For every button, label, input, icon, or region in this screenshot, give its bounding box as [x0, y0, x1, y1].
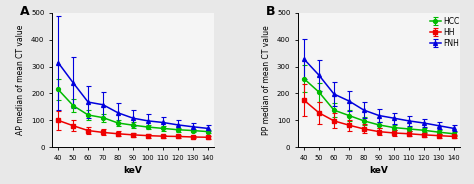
X-axis label: keV: keV: [369, 166, 388, 175]
Y-axis label: AP median of mean CT value: AP median of mean CT value: [17, 25, 26, 135]
X-axis label: keV: keV: [124, 166, 143, 175]
Y-axis label: PP median of mean CT value: PP median of mean CT value: [262, 25, 271, 135]
Legend: HCC, HH, FNH: HCC, HH, FNH: [430, 17, 459, 47]
Text: A: A: [20, 5, 29, 18]
Text: B: B: [265, 5, 275, 18]
